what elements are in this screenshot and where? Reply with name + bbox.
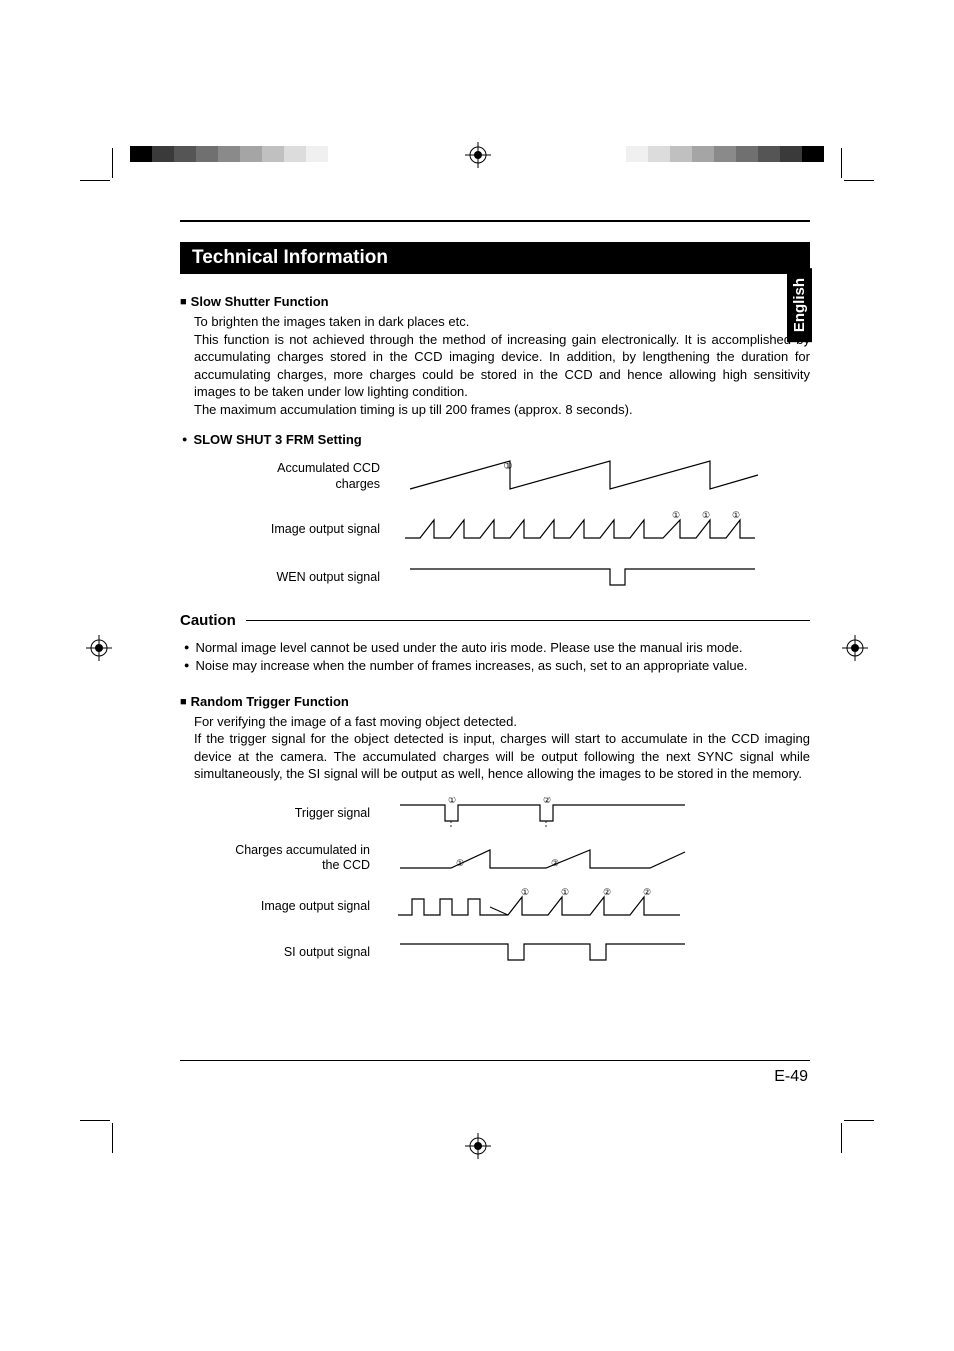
svg-text:①: ①: [448, 797, 456, 805]
caution-label: Caution: [180, 612, 246, 629]
crop-marks-bottom: [0, 1121, 954, 1161]
color-bars-right: [626, 146, 824, 162]
registration-mark-left: [86, 635, 112, 661]
section-heading-random-trigger: Random Trigger Function: [180, 694, 810, 709]
svg-text:②: ②: [643, 887, 651, 897]
text-line: This function is not achieved through th…: [194, 332, 810, 400]
waveform-trigger: ① ②: [390, 797, 690, 827]
diagram-label: WEN output signal: [240, 570, 400, 586]
text-line: For verifying the image of a fast moving…: [194, 714, 517, 729]
svg-text:①: ①: [672, 510, 680, 520]
waveform-si-output: [390, 936, 690, 966]
svg-text:①: ①: [521, 887, 529, 897]
page-title: Technical Information: [180, 242, 810, 274]
top-rule: [180, 220, 810, 222]
color-bars-left: [130, 146, 328, 162]
diagram-label: SI output signal: [230, 945, 390, 961]
svg-text:②: ②: [543, 797, 551, 805]
svg-text:①: ①: [561, 887, 569, 897]
page-number: E-49: [774, 1068, 808, 1086]
sub-heading-slow-shut: SLOW SHUT 3 FRM Setting: [182, 432, 810, 447]
section-heading-slow-shutter: Slow Shutter Function: [180, 294, 810, 309]
svg-text:②: ②: [551, 858, 559, 868]
footer-rule: [180, 1060, 810, 1061]
body-text: For verifying the image of a fast moving…: [194, 713, 810, 783]
body-text: To brighten the images taken in dark pla…: [194, 313, 810, 418]
waveform-charges-ccd: ① ②: [390, 840, 690, 874]
caution-list: Normal image level cannot be used under …: [184, 639, 810, 675]
svg-text:①: ①: [504, 461, 513, 472]
waveform-accumulated-ccd: ①: [400, 455, 760, 495]
diagram-label: Image output signal: [240, 522, 400, 538]
svg-text:②: ②: [603, 887, 611, 897]
crop-marks-top: [0, 140, 954, 180]
diagram-label: Trigger signal: [230, 806, 390, 822]
timing-diagram-slow-shut: Accumulated CCD charges ① Image output s…: [240, 455, 810, 594]
timing-diagram-random-trigger: Trigger signal ① ② Charges accumulated i…: [230, 797, 810, 969]
diagram-label: Charges accumulated in the CCD: [230, 843, 390, 873]
svg-text:①: ①: [732, 510, 740, 520]
registration-mark-bottom: [465, 1133, 491, 1159]
caution-item: Noise may increase when the number of fr…: [184, 657, 810, 675]
waveform-image-output: ① ① ①: [400, 508, 760, 548]
registration-mark-right: [842, 635, 868, 661]
caution-item: Normal image level cannot be used under …: [184, 639, 810, 657]
svg-text:①: ①: [456, 858, 464, 868]
diagram-label: Image output signal: [230, 899, 390, 915]
svg-text:①: ①: [702, 510, 710, 520]
caution-rule: [246, 620, 810, 621]
text-line: If the trigger signal for the object det…: [194, 731, 810, 781]
registration-mark-top: [465, 142, 491, 168]
diagram-label: Accumulated CCD charges: [240, 461, 400, 492]
text-line: The maximum accumulation timing is up ti…: [194, 402, 633, 417]
text-line: To brighten the images taken in dark pla…: [194, 314, 469, 329]
caution-heading: Caution: [180, 612, 810, 629]
waveform-image-output-2: ① ① ② ②: [390, 887, 690, 923]
page-content: Technical Information Slow Shutter Funct…: [180, 220, 810, 987]
waveform-wen-output: [400, 561, 760, 591]
